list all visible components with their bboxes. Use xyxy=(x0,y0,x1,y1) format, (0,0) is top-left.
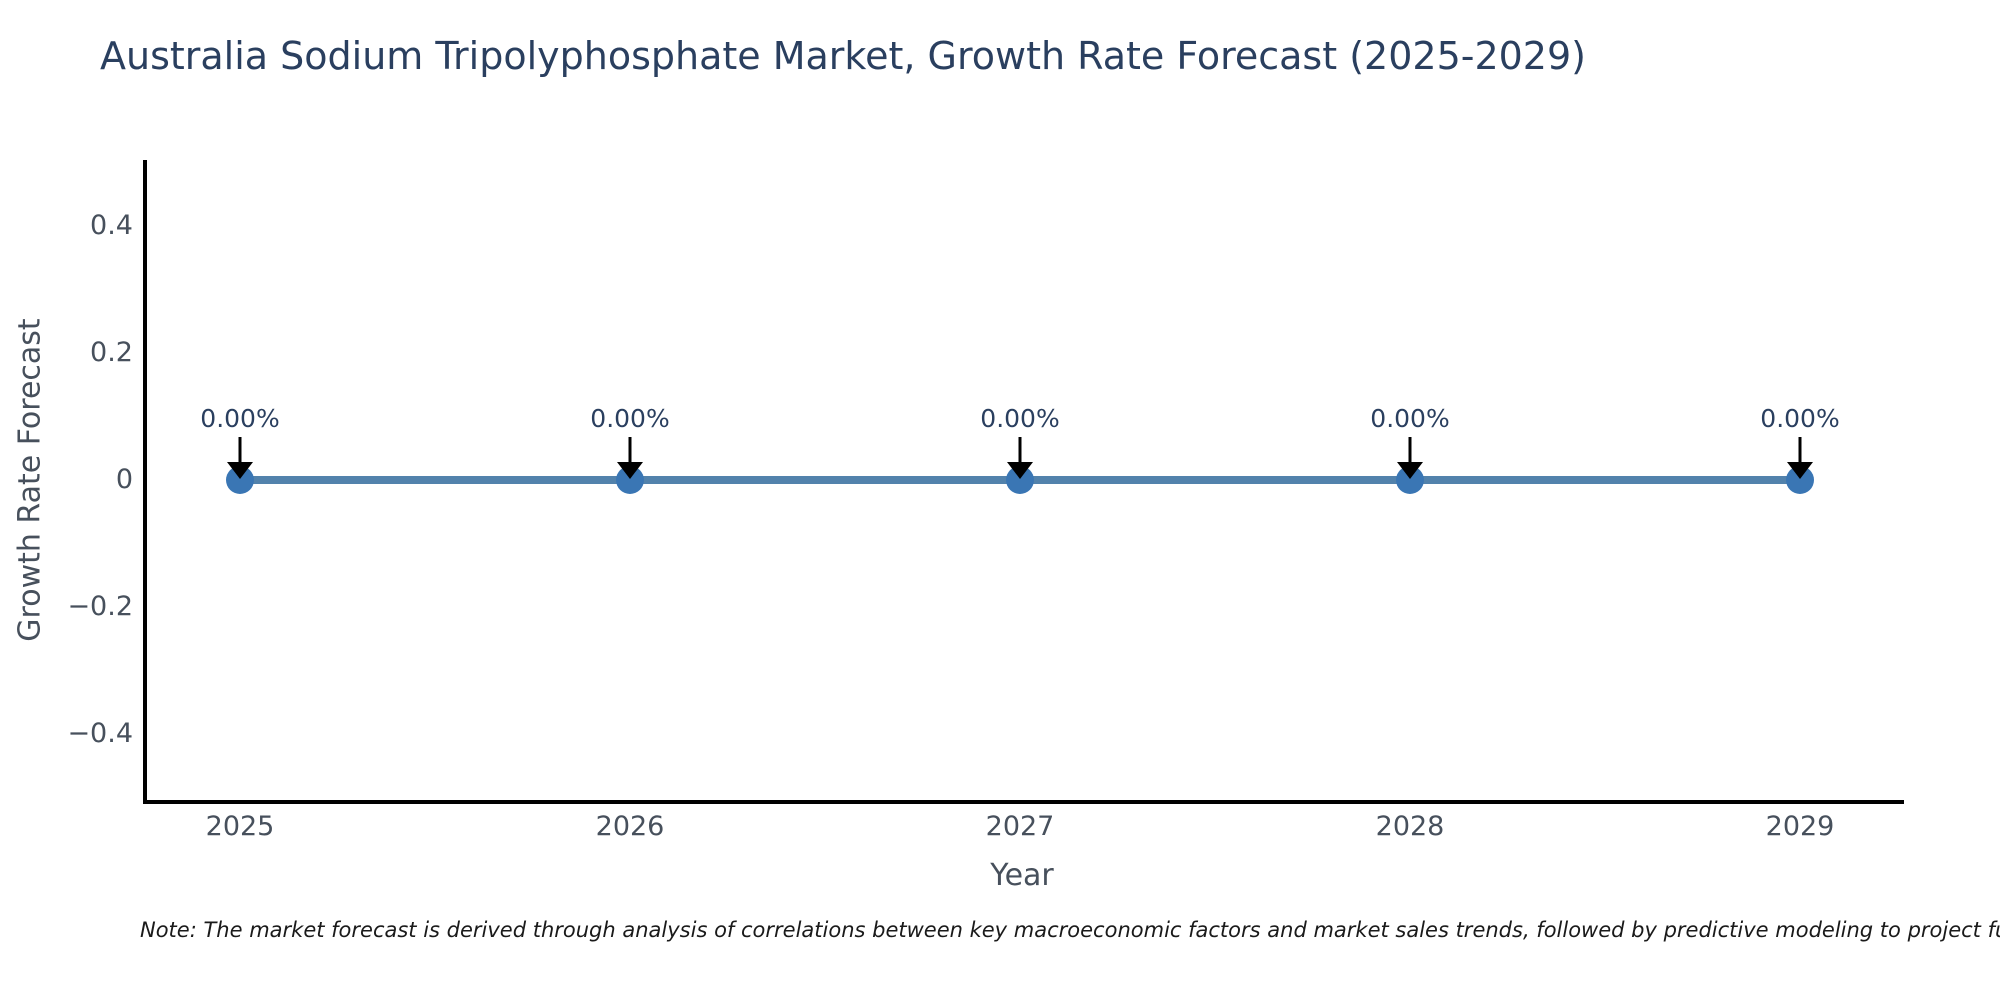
chart-footnote: Note: The market forecast is derived thr… xyxy=(140,918,2000,942)
annotation-arrow-shaft xyxy=(628,437,632,464)
y-tick-label: 0 xyxy=(115,464,133,495)
x-axis-title: Year xyxy=(990,858,1054,893)
x-tick-label: 2025 xyxy=(205,811,275,842)
y-tick-label: 0.2 xyxy=(90,337,133,368)
annotation-arrowhead-icon xyxy=(1007,462,1033,479)
annotation-arrow-shaft xyxy=(238,437,242,464)
x-tick-label: 2027 xyxy=(985,811,1055,842)
y-tick-label: −0.4 xyxy=(67,718,133,749)
annotation-arrowhead-icon xyxy=(1397,462,1423,479)
y-tick-label: 0.4 xyxy=(90,210,133,241)
x-tick-label: 2029 xyxy=(1765,811,1835,842)
annotation-arrowhead-icon xyxy=(227,462,253,479)
annotation-arrowhead-icon xyxy=(617,462,643,479)
y-axis-line xyxy=(143,160,147,804)
annotation-arrow-shaft xyxy=(1798,437,1802,464)
point-annotation-label: 0.00% xyxy=(590,404,670,433)
x-tick-label: 2026 xyxy=(595,811,665,842)
x-axis-line xyxy=(143,800,1904,804)
point-annotation-label: 0.00% xyxy=(200,404,280,433)
point-annotation-label: 0.00% xyxy=(980,404,1060,433)
point-annotation-label: 0.00% xyxy=(1760,404,1840,433)
point-annotation-label: 0.00% xyxy=(1370,404,1450,433)
annotation-arrowhead-icon xyxy=(1787,462,1813,479)
chart-title: Australia Sodium Tripolyphosphate Market… xyxy=(100,34,1586,78)
y-tick-label: −0.2 xyxy=(67,591,133,622)
annotation-arrow-shaft xyxy=(1018,437,1022,464)
x-tick-label: 2028 xyxy=(1375,811,1445,842)
annotation-arrow-shaft xyxy=(1408,437,1412,464)
